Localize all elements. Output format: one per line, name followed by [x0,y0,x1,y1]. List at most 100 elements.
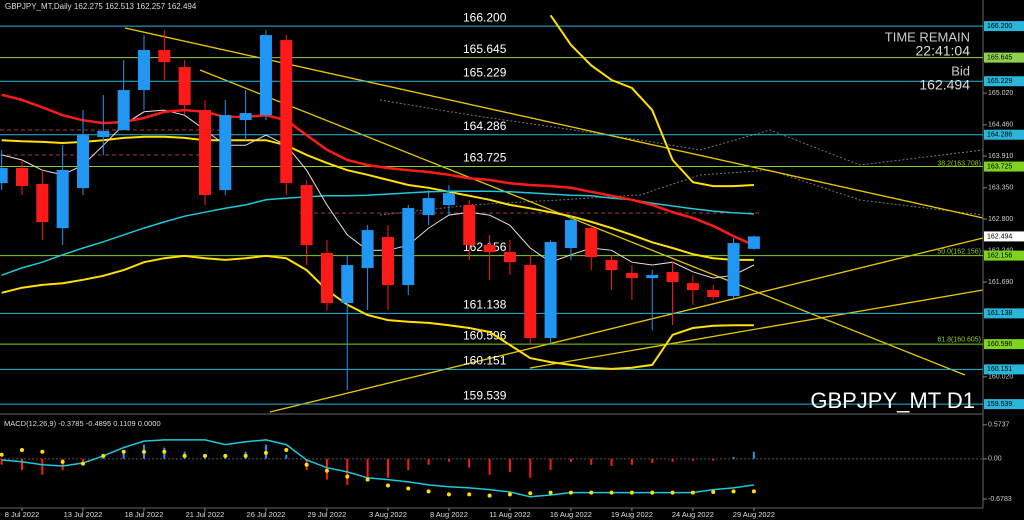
signal-dot [263,450,268,455]
x-tick-label: 13 Jul 2022 [64,510,103,519]
level-label: 165.229 [463,65,507,79]
signal-line [1,439,755,498]
candle-body [463,205,476,246]
bid-label: Bid [951,63,970,78]
x-tick-label: 16 Aug 2022 [550,510,592,519]
candle-body [158,50,171,63]
candle-body [36,184,49,223]
signal-dot [426,489,431,494]
candle-body [483,245,496,253]
signal-dot [284,447,289,452]
candle-body [727,243,740,297]
candle-body [117,90,130,131]
low-readout: 162.257 [136,2,165,11]
signal-dot [385,483,390,488]
fib-label: 61.8(160.605) [937,336,981,343]
y-tick-label: 164.460 [988,122,1013,129]
time-remain: 22:41:04 [916,43,971,59]
candle-body [666,272,679,283]
y-tick-label: 160.020 [988,374,1013,381]
signal-dot [243,453,248,458]
signal-dot [548,490,553,495]
signal-dot [324,468,329,473]
signal-dot [80,461,85,466]
signal-dot [40,449,45,454]
x-tick-label: 21 Jul 2022 [186,510,225,519]
signal-dot [467,492,472,497]
candle-body [97,131,110,138]
candle-body [503,252,516,263]
signal-dot [446,492,451,497]
bid-axis-box [984,231,1024,242]
level-axis-label: 166.200 [987,23,1012,30]
cloud-line [379,169,984,216]
y-tick-label: 161.690 [988,279,1013,286]
level-axis-label: 161.138 [987,310,1012,317]
y-tick-label: 163.350 [988,185,1013,192]
level-axis-box [984,250,1024,261]
candle-body [646,275,659,279]
signal-dot [406,486,411,491]
trendline [269,237,984,413]
level-axis-box [984,308,1024,319]
level-axis-label: 159.539 [987,401,1012,408]
signal-dot [202,453,207,458]
level-axis-box [984,364,1024,375]
level-label: 159.539 [463,388,507,402]
candle-body [320,253,333,304]
plot: 165.020164.460163.910163.350162.800162.2… [0,10,1024,519]
indicator-line [549,14,754,188]
candle-body [442,193,455,206]
fib-label: 38.2(163.708) [937,160,981,167]
level-axis-box [984,52,1024,63]
candle-body [16,168,28,187]
cloud-line [379,99,984,166]
candle-body [198,110,211,196]
x-tick-label: 26 Jul 2022 [247,510,286,519]
level-axis-label: 162.156 [987,252,1012,259]
level-label: 160.151 [463,354,507,368]
bid-axis-label: 162.494 [987,233,1012,240]
macd-title: MACD(12,26,9) -0.3785 -0.4895 0.1109 0.0… [4,419,161,428]
fib-label: 50.0(162.156) [937,248,981,255]
level-axis-label: 160.151 [987,366,1012,373]
signal-dot [101,453,106,458]
candle-body [625,273,638,279]
candle-body [280,40,293,184]
candle-body [381,237,394,286]
y-tick-label: 165.020 [988,90,1013,97]
signal-dot [609,490,614,495]
signal-dot [141,449,146,454]
candle-body [137,50,150,91]
level-axis-label: 165.229 [987,78,1012,85]
signal-dot [731,489,736,494]
bid-readout: 162.494 [919,77,970,93]
candle-body [56,170,69,229]
signal-dot [121,449,126,454]
level-axis-box [984,161,1024,172]
signal-dot [528,491,533,496]
signal-dot [20,447,24,452]
level-label: 160.596 [463,328,507,342]
candle-body [219,115,232,191]
candle-body [300,185,313,246]
signal-dot [507,492,512,497]
candle-body [544,242,557,339]
level-axis-box [984,76,1024,87]
level-axis-label: 163.725 [987,163,1012,170]
candle-body [422,198,435,216]
candle-body [361,230,374,269]
candle-body [686,283,699,291]
candle-body [707,290,720,298]
open-readout: 162.275 [74,2,103,11]
signal-dot [589,490,594,495]
candle-body [564,220,577,249]
signal-dot [304,462,309,467]
close-readout: 162.494 [167,2,196,11]
watermark: GBPJPY_MT D1 [810,388,975,413]
signal-dot [223,453,228,458]
level-label: 165.645 [463,42,507,56]
signal-dot [711,490,716,495]
x-tick-label: 19 Aug 2022 [611,510,653,519]
level-axis-box [984,339,1024,350]
